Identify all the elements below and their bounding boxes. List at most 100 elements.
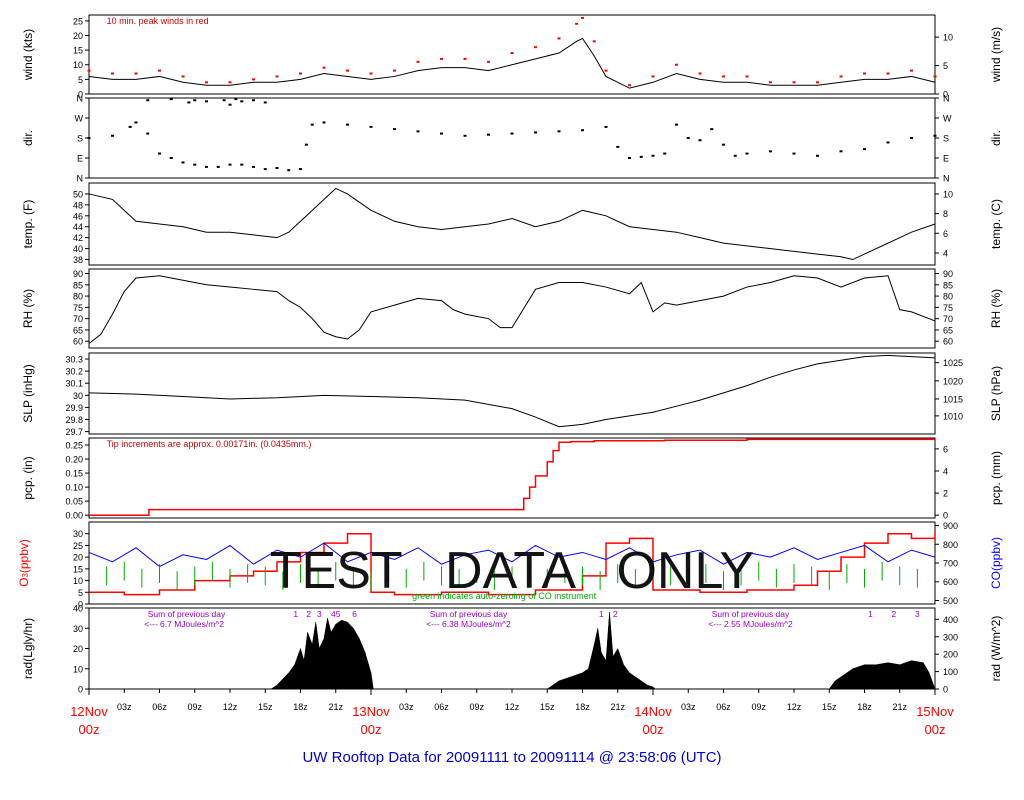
data-point <box>310 123 314 126</box>
y-right-tick-label: 1010 <box>943 411 963 421</box>
panel-frame <box>88 268 936 349</box>
y-right-tick-label: 1015 <box>943 394 963 404</box>
y-tick-label: 40 <box>73 604 83 614</box>
y-right-tick-label: 85 <box>943 280 953 290</box>
y-right-tick-label: 75 <box>943 303 953 313</box>
data-point <box>816 81 819 84</box>
data-point <box>663 152 667 155</box>
data-point <box>698 72 702 75</box>
y-right-tick-label: S <box>943 134 949 144</box>
data-point <box>205 100 208 103</box>
radiation-annotation: <--- 6.38 MJoules/m^2 <box>426 619 511 629</box>
y-axis-label-left: rad(Lgly/hr) <box>21 618 35 679</box>
y-right-tick-label: 4 <box>943 248 948 258</box>
radiation-marker: 1 <box>868 609 873 619</box>
watermark-text: TEST DATA ONLY <box>270 542 754 600</box>
y-right-tick-label: 0 <box>943 90 948 100</box>
data-point <box>275 75 279 78</box>
data-point <box>181 161 185 164</box>
data-point <box>933 134 937 137</box>
data-point <box>886 72 890 75</box>
data-point <box>222 99 226 102</box>
x-tick-label: 12z <box>787 702 802 712</box>
data-point <box>575 22 579 25</box>
data-point <box>675 123 678 126</box>
y-axis-label-left: temp. (F) <box>21 200 35 249</box>
data-point <box>604 69 608 72</box>
data-point <box>463 134 467 137</box>
y-axis-label-right: temp. (C) <box>989 199 1003 249</box>
panel-annotation: 10 min. peak winds in red <box>107 16 209 26</box>
data-point <box>639 155 643 158</box>
x-tick-label: 21z <box>610 702 625 712</box>
x-tick-label: 18z <box>293 702 308 712</box>
data-point <box>816 154 819 157</box>
series-line <box>88 275 936 344</box>
y-right-tick-label: 300 <box>943 632 958 642</box>
data-point <box>675 63 678 66</box>
data-point <box>440 132 443 135</box>
y-tick-label: 0.10 <box>65 483 83 493</box>
y-axis-label-left: SLP (inHg) <box>21 364 35 422</box>
data-point <box>628 84 631 87</box>
panel-frame <box>88 437 936 519</box>
y-axis-label-left: O3(ppbv) <box>17 539 31 587</box>
series-line <box>88 354 936 428</box>
data-point <box>216 165 220 168</box>
y-right-tick-label: 200 <box>943 650 958 660</box>
x-tick-label: 06z <box>152 702 167 712</box>
panel-frame <box>88 352 936 435</box>
data-point <box>228 103 232 106</box>
y-right-tick-label: 90 <box>943 269 953 279</box>
data-point <box>534 131 537 134</box>
y-right-tick-label: 900 <box>943 521 958 531</box>
data-point <box>463 57 467 60</box>
data-point <box>733 154 737 157</box>
x-day-hour-label: 00z <box>361 722 382 737</box>
data-point <box>745 152 749 155</box>
x-tick-label: 03z <box>681 702 696 712</box>
y-tick-label: 5 <box>78 588 83 598</box>
y-tick-label: N <box>77 174 84 184</box>
data-point <box>628 157 631 159</box>
y-right-tick-label: 80 <box>943 292 953 302</box>
radiation-marker: 2 <box>613 609 618 619</box>
y-tick-label: 30 <box>73 624 83 634</box>
data-point <box>393 69 396 72</box>
data-point <box>933 75 937 78</box>
data-point <box>134 72 138 75</box>
y-axis-label-right: dir. <box>989 130 1003 146</box>
y-tick-label: 60 <box>73 337 83 347</box>
footer-title: UW Rooftop Data for 20091111 to 20091114… <box>302 749 722 766</box>
y-axis-label-left: wind (kts) <box>21 29 35 81</box>
y-tick-label: 15 <box>73 564 83 574</box>
y-right-tick-label: 700 <box>943 559 958 569</box>
y-axis-label-right: RH (%) <box>989 289 1003 328</box>
data-point <box>263 168 267 171</box>
data-point <box>275 167 279 169</box>
series-line <box>89 438 935 516</box>
y-right-tick-label: 4 <box>943 466 948 476</box>
data-point <box>557 130 561 133</box>
y-axis-label-right: rad (W/m^2) <box>989 616 1003 682</box>
y-right-tick-label: 1020 <box>943 376 963 386</box>
data-point <box>440 57 443 60</box>
y-tick-label: 29.7 <box>65 427 83 437</box>
data-point <box>299 168 302 171</box>
y-axis-label-right: SLP (hPa) <box>989 366 1003 421</box>
y-right-tick-label: 400 <box>943 615 958 625</box>
data-point <box>651 154 655 157</box>
y-right-tick-label: 5 <box>943 61 948 71</box>
y-tick-label: 10 <box>73 664 83 674</box>
data-point <box>169 98 173 101</box>
y-tick-label: 29.8 <box>65 415 83 425</box>
data-point <box>240 100 244 103</box>
data-point <box>322 121 326 124</box>
data-point <box>557 37 561 40</box>
y-tick-label: 30.3 <box>65 355 83 365</box>
y-tick-label: E <box>77 154 83 164</box>
y-tick-label: 0.15 <box>65 469 83 479</box>
data-point <box>722 143 725 146</box>
